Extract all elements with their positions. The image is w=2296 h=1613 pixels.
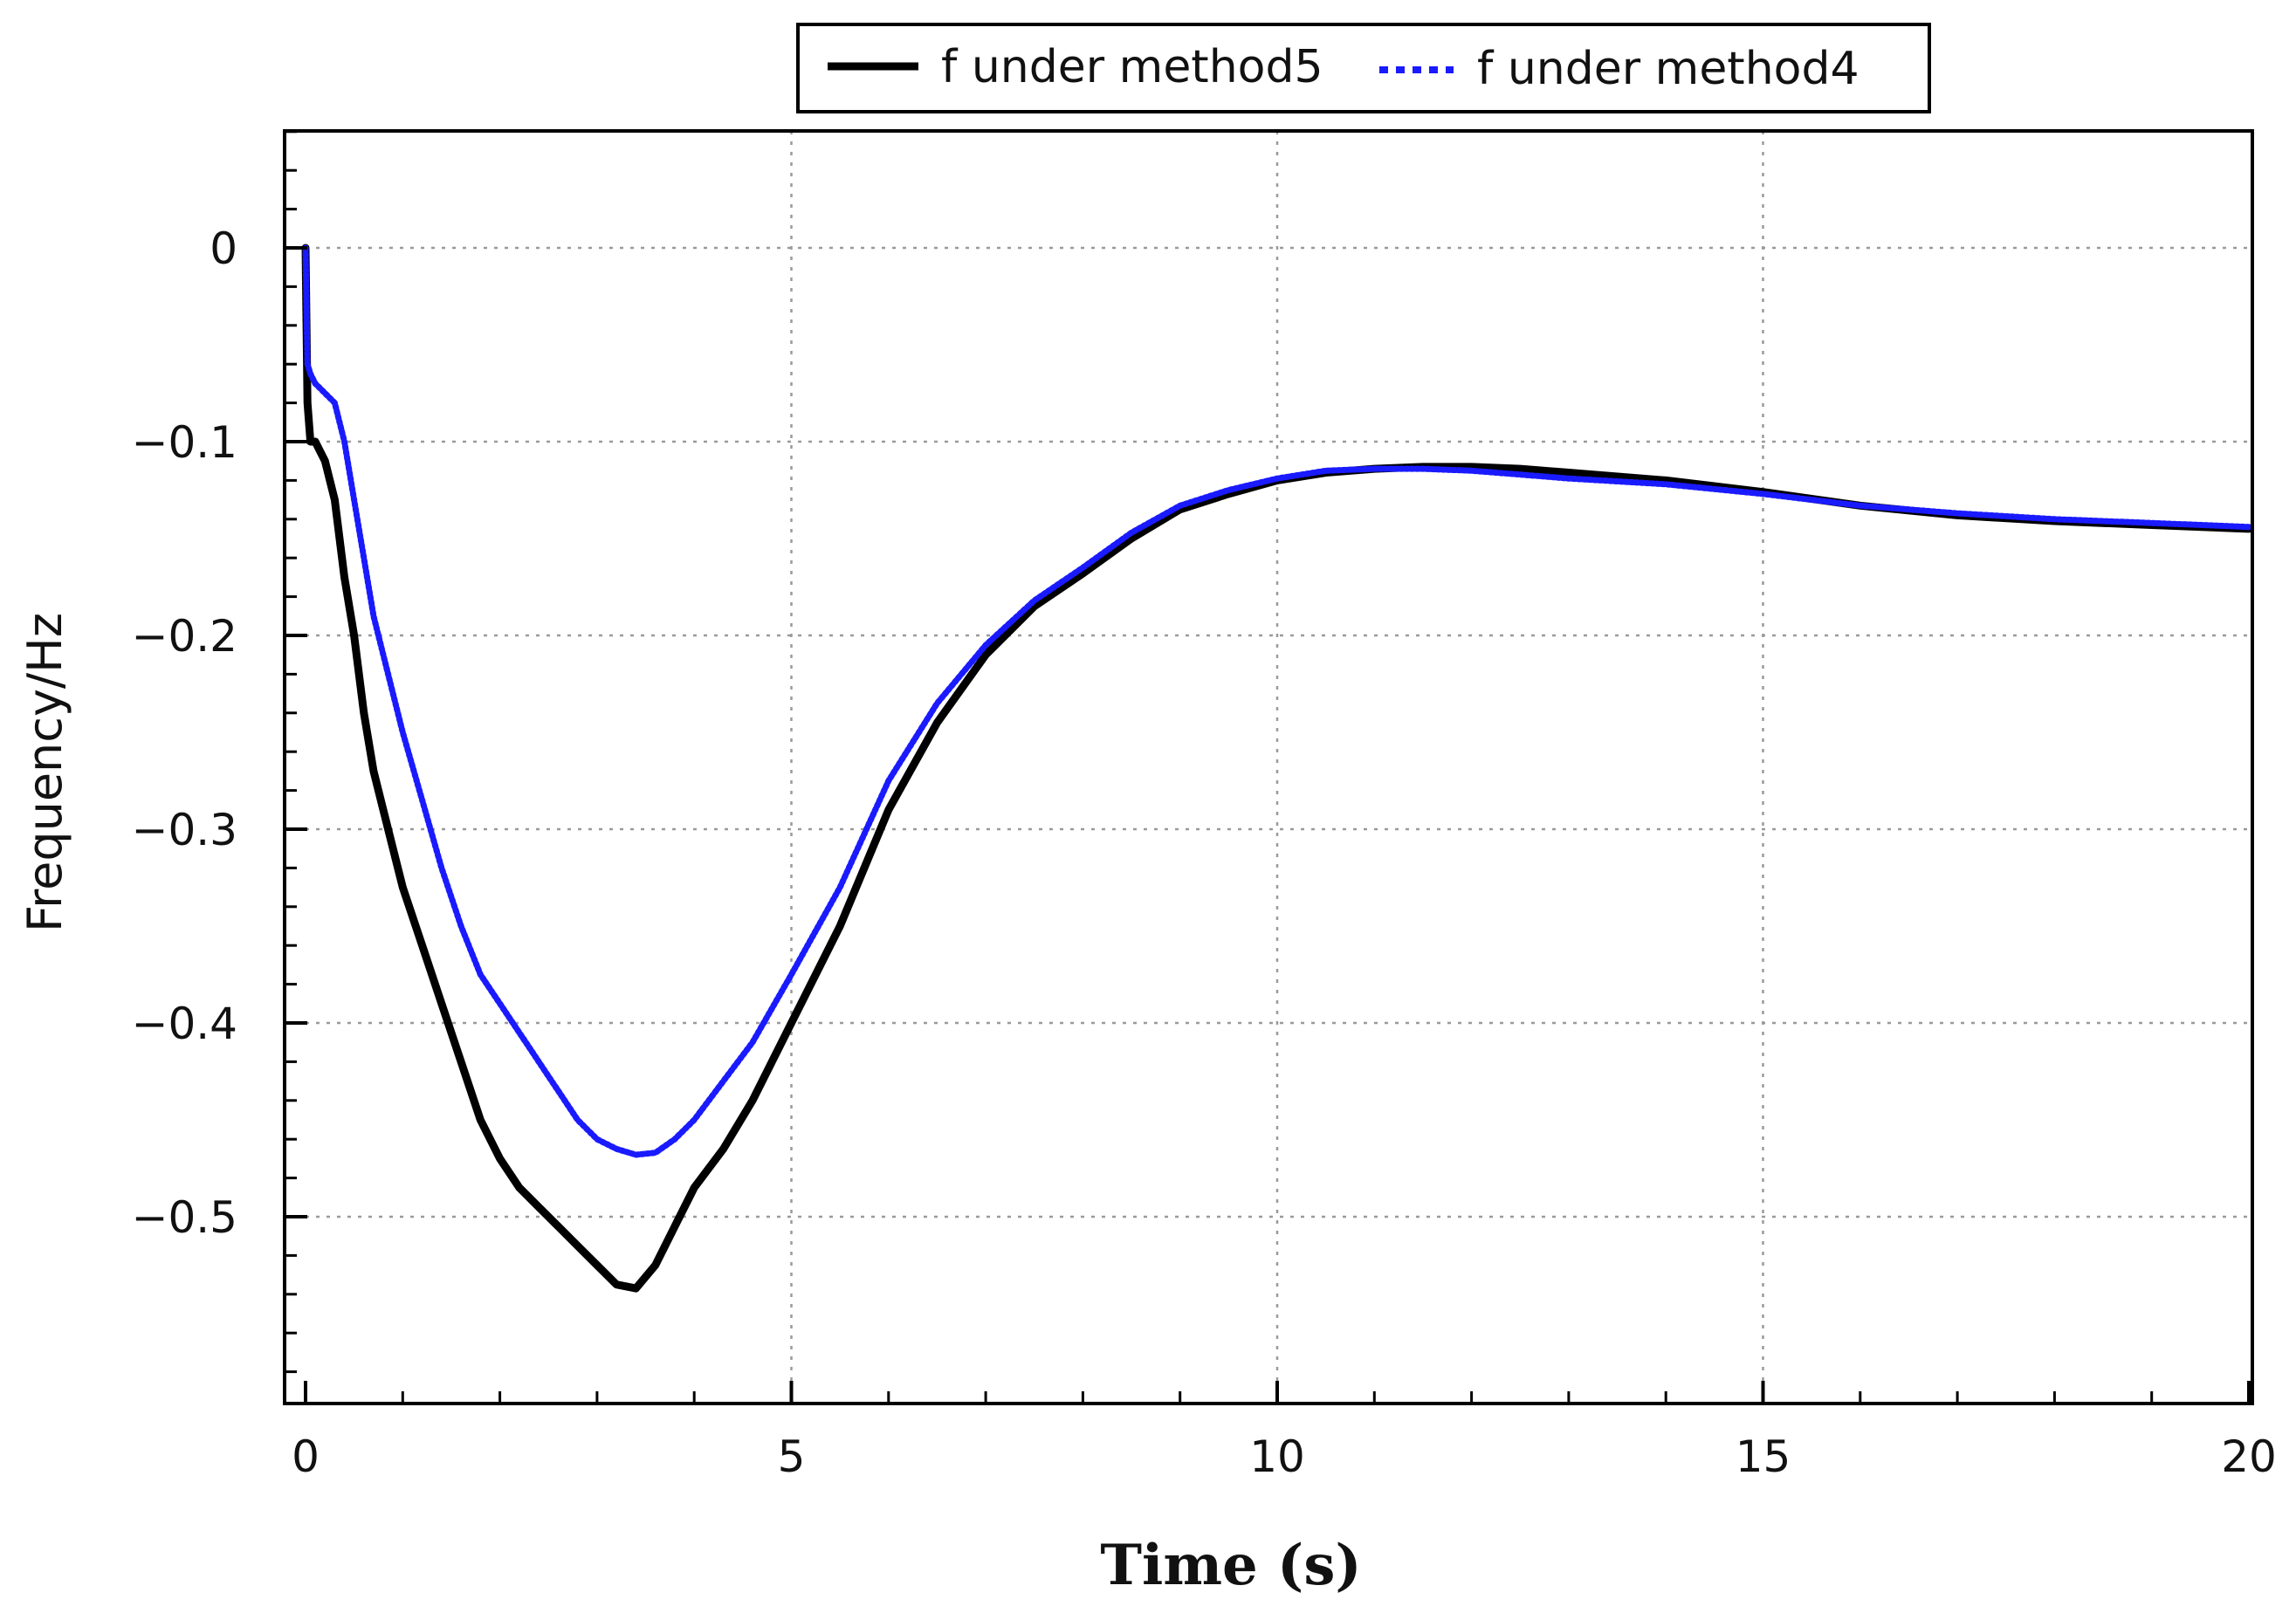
series-layer <box>301 244 2253 1293</box>
legend-label-method4: f under method4 <box>1477 43 1859 95</box>
ticks: 0 5 10 15 20 0 −0.1 −0.2 −0.3 −0.4 −0.5 <box>132 130 2277 1482</box>
y-axis-title: Frequency/Hz <box>17 613 72 932</box>
y-tick-label: −0.5 <box>132 1192 237 1243</box>
x-tick-label-5: 5 <box>778 1431 806 1482</box>
series-line-f-under-method4 <box>302 244 2252 1158</box>
y-tick-label: 0 <box>210 223 237 274</box>
x-axis-title: Time (s) <box>1100 1533 1361 1598</box>
series-line-f-under-method5 <box>301 244 2253 1293</box>
plot-frame <box>283 129 2254 1405</box>
x-tick-label-20: 20 <box>2221 1431 2277 1482</box>
x-tick-label-10: 10 <box>1249 1431 1305 1482</box>
legend-box <box>796 23 1931 113</box>
y-tick-label: −0.4 <box>132 999 237 1049</box>
x-tick-label-15: 15 <box>1736 1431 1791 1482</box>
x-tick-label-0: 0 <box>292 1431 320 1482</box>
legend-label-method5: f under method5 <box>941 41 1323 93</box>
grid <box>285 131 2252 1404</box>
legend: f under method5 f under method4 <box>796 23 1931 113</box>
y-tick-label: −0.3 <box>132 805 237 855</box>
plot-area <box>285 131 2252 1404</box>
y-tick-label: −0.2 <box>132 611 237 662</box>
y-tick-label: −0.1 <box>132 417 237 468</box>
